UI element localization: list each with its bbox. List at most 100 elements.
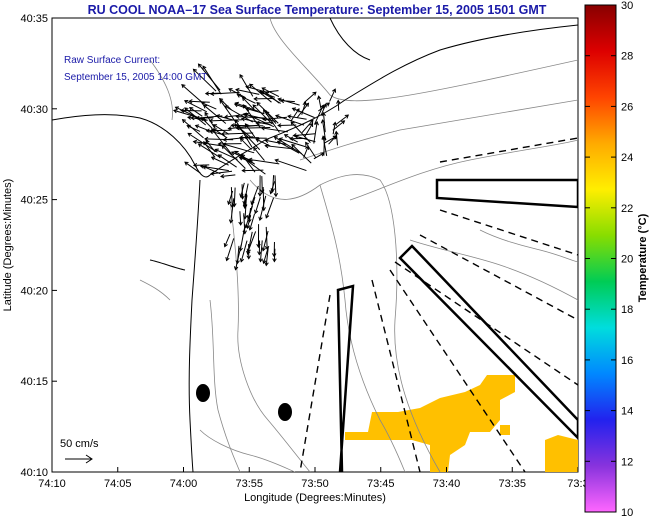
current-vector [313,105,324,125]
current-vector-head [235,87,240,93]
y-tick-label: 40:30 [20,104,48,116]
current-vector-head [228,219,234,224]
colorbar-tick-label: 10 [621,507,633,518]
current-vector [304,123,313,138]
current-vector [332,120,345,131]
current-vector [272,175,275,192]
current-vector-head [223,243,228,248]
current-vector-head [277,97,282,102]
current-vector-head [287,114,292,119]
x-tick-label: 73:50 [301,478,329,490]
current-vector [254,197,261,214]
current-vector-head [238,156,244,161]
colorbar-ticks: 30 28 26 24 22 20 18 16 14 12 10 [585,0,633,518]
current-vector [200,165,229,172]
sampling-rays [299,137,578,472]
current-vector [223,136,254,141]
current-vector [261,127,288,133]
current-vector-head [273,192,279,198]
current-vector [265,197,275,218]
current-vector [243,213,246,234]
current-vector [219,99,237,124]
current-vector-head [248,226,253,231]
current-vector [224,113,248,118]
temperature-colorbar [584,4,617,513]
current-vector-head [180,108,185,113]
current-vector [301,119,314,133]
current-vector-head [250,200,255,206]
current-vector-head [314,120,319,126]
colorbar-tick-label: 16 [621,355,633,367]
current-vector [211,128,233,156]
colorbar-tick-label: 22 [621,203,633,215]
current-vector [270,181,276,194]
current-vector [278,98,300,106]
current-vector-head [194,124,200,129]
current-vector [248,158,280,165]
x-tick-label: 73:40 [433,478,461,490]
current-vector [322,136,328,156]
current-vector-head [265,110,270,115]
current-vector-head [233,102,239,108]
current-vector-head [202,104,208,109]
current-vector-head [192,68,197,73]
current-vector [193,141,223,147]
current-vector [253,147,265,161]
current-vector-head [264,143,269,149]
current-vector [313,152,325,160]
current-vector [279,138,308,148]
current-vector-head [257,192,263,197]
current-vector [220,174,236,177]
y-tick-label: 40:35 [20,13,48,25]
current-vector-head [289,136,294,141]
current-vector-head [205,128,210,133]
current-vector-head [316,95,322,100]
current-vector-head [188,99,193,104]
current-vector [323,135,337,144]
current-vector-head [238,221,243,226]
current-vector-head [302,101,307,106]
current-vector-head [312,91,317,96]
current-vector-head [261,207,266,212]
colorbar-tick-label: 12 [621,456,633,468]
current-vector-head [190,115,195,121]
current-vector-head [245,107,251,112]
current-vector-head [227,126,232,131]
current-vector-head [261,87,266,92]
current-vector-head [278,137,283,142]
current-vector-head [173,109,178,114]
current-vector [249,83,272,103]
current-vector-head [230,151,236,156]
current-vector [184,100,208,113]
current-vector-head [181,84,186,89]
colorbar-tick-label: 26 [621,101,633,113]
current-vector [224,105,253,123]
current-vector [189,100,210,103]
current-vector-head [273,136,278,141]
current-vector-head [244,112,249,117]
current-vector-head [192,139,198,145]
current-vector [261,87,280,97]
current-vector-head [223,114,229,119]
current-vector [274,175,277,197]
current-vector [236,126,271,129]
current-vector-head [291,107,297,112]
y-tick-label: 40:25 [20,195,48,207]
y-tick-label: 40:20 [20,285,48,297]
current-vector-head [264,262,269,267]
mooring-marker [196,384,210,402]
current-vector-head [234,150,239,155]
current-vector [203,104,227,124]
x-tick-label: 74:05 [104,478,132,490]
current-vector-head [212,124,218,129]
colorbar-tick-label: 14 [621,406,633,418]
current-vector-head [204,111,209,117]
scale-label: 50 cm/s [60,438,99,450]
current-vector [245,113,275,128]
current-vector-head [277,123,282,128]
current-vector [184,161,201,174]
current-vector [263,248,269,264]
current-vector-head [305,141,310,146]
current-vector [242,97,257,112]
current-vector [273,248,276,262]
